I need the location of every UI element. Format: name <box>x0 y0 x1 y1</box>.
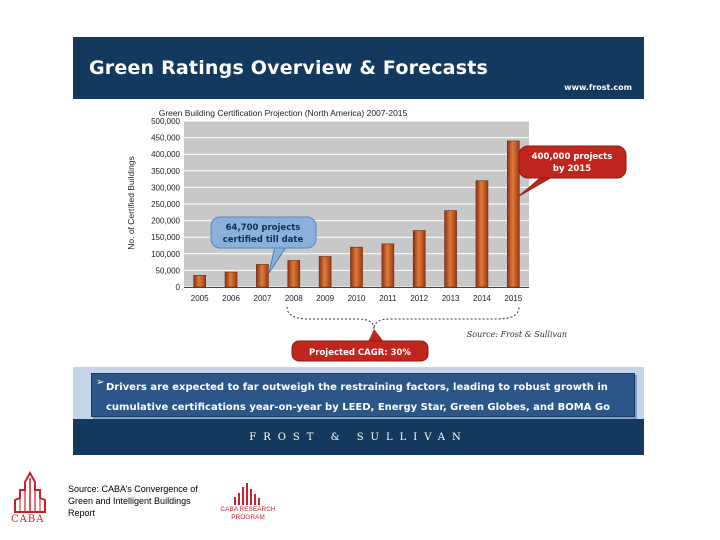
y-tick-label: 400,000 <box>151 150 180 159</box>
x-tick-label: 2010 <box>348 294 366 303</box>
y-tick-label: 150,000 <box>151 233 180 242</box>
bar-2009 <box>318 256 332 288</box>
caba-research-program-logo-icon <box>234 483 260 505</box>
caba-research-program-text: CABA RESEARCH PROGRAM <box>220 506 276 521</box>
target-callout-text-1: 400,000 projects <box>532 152 613 162</box>
certified-callout-text-2: certified till date <box>223 235 304 245</box>
y-tick-label: 200,000 <box>151 217 180 226</box>
bar-2011 <box>381 243 395 288</box>
y-axis-label: No. of Certified Buildings <box>126 156 136 250</box>
y-tick-label: 0 <box>176 283 181 292</box>
x-tick-label: 2013 <box>442 294 460 303</box>
x-tick-label: 2011 <box>379 294 397 303</box>
x-tick-label: 2009 <box>316 294 334 303</box>
caba-building-logo-icon <box>14 470 46 513</box>
website-url: www.frost.com <box>564 83 632 92</box>
certified-callout-text-1: 64,700 projects <box>226 223 301 233</box>
forecast-brace <box>286 306 520 330</box>
footer-band: FROST & SULLIVAN <box>73 419 644 455</box>
bar-2010 <box>350 246 363 288</box>
bar-2005 <box>193 275 206 288</box>
y-tick-label: 250,000 <box>151 200 180 209</box>
chart-source: Source: Frost & Sullivan <box>467 330 567 339</box>
y-tick-label: 300,000 <box>151 183 180 192</box>
bar-2013 <box>444 210 457 288</box>
y-tick-label: 450,000 <box>151 134 180 143</box>
target-callout-bubble <box>518 145 627 179</box>
arrow-bullet-icon: ➢ <box>96 377 105 388</box>
footer-brand: FROST & SULLIVAN <box>249 432 468 443</box>
cagr-pointer <box>368 329 384 342</box>
key-driver-callout: ➢ Drivers are expected to far outweigh t… <box>91 373 635 433</box>
y-tick-label: 50,000 <box>156 266 181 275</box>
x-axis-ticks: 2005 2006 2007 2008 2009 2010 2011 2012 2013 2014… <box>191 294 523 303</box>
x-tick-label: 2014 <box>473 294 491 303</box>
bar-2008 <box>287 260 301 288</box>
cagr-text: Projected CAGR: 30% <box>309 348 411 358</box>
bar-2012 <box>412 230 426 288</box>
y-axis-ticks: 0 50,000 100,000 150,000 200,000 250,000 300,0… <box>151 117 180 292</box>
bar-2007 <box>256 264 269 288</box>
x-tick-label: 2012 <box>410 294 428 303</box>
bar-2014 <box>475 180 489 288</box>
source-note: Source: CABA’s Convergence of Green and … <box>68 484 198 518</box>
chart: Green Building Certification Projection … <box>126 108 627 362</box>
slide-title: Green Ratings Overview & Forecasts <box>89 57 489 79</box>
certified-callout-bubble <box>210 216 317 249</box>
slide: Green Ratings Overview & Forecasts www.f… <box>73 37 644 455</box>
bars <box>193 140 520 288</box>
caba-logo-text: CABA <box>11 514 45 525</box>
y-tick-label: 350,000 <box>151 167 180 176</box>
x-tick-label: 2008 <box>285 294 303 303</box>
x-tick-label: 2015 <box>504 294 522 303</box>
cagr-badge <box>291 340 429 362</box>
slide-header: Green Ratings Overview & Forecasts www.f… <box>73 37 644 99</box>
x-tick-label: 2007 <box>254 294 272 303</box>
y-tick-label: 500,000 <box>151 117 180 126</box>
bar-2006 <box>224 271 238 288</box>
x-tick-label: 2005 <box>191 294 209 303</box>
x-tick-label: 2006 <box>222 294 240 303</box>
target-callout-text-2: by 2015 <box>553 164 591 174</box>
bar-2015 <box>507 140 520 288</box>
y-tick-label: 100,000 <box>151 250 180 259</box>
chart-title: Green Building Certification Projection … <box>159 108 408 118</box>
